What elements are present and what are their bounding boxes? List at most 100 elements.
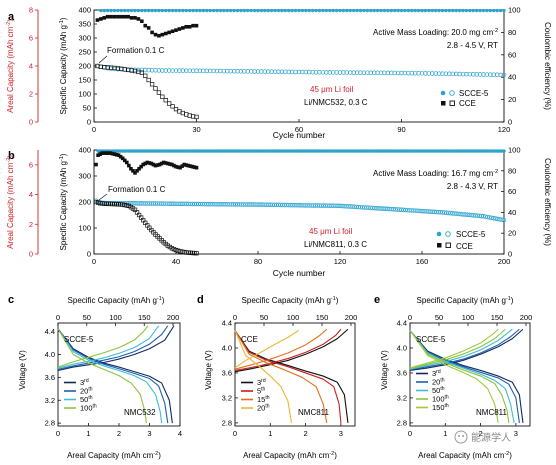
- y-areal-tick-label: 8: [29, 6, 33, 15]
- cce-capacity-point: [194, 114, 199, 120]
- panel-d-bottom-label: Areal Capacity (mAh cm-2): [243, 451, 337, 460]
- cce-efficiency-point: [182, 162, 186, 167]
- x-tick-label: 0: [92, 257, 96, 266]
- scce-efficiency-point: [485, 8, 489, 13]
- cce-capacity-point: [180, 110, 185, 116]
- specific-capacity-tick-label: 200: [167, 313, 180, 322]
- y-right-tick-label: 100: [508, 146, 521, 155]
- panel-a-ylabel-areal: Areal Capacity (mAh cm-2): [6, 19, 15, 113]
- scce-efficiency-point: [109, 8, 113, 13]
- scce-efficiency-point: [321, 8, 325, 13]
- specific-capacity-tick-label: 0: [56, 313, 60, 322]
- panel-b-formation-pointer: [98, 193, 108, 201]
- cce-efficiency-point: [116, 153, 121, 157]
- scce-efficiency-point: [389, 8, 393, 13]
- y-left-tick-label: 100: [78, 90, 91, 99]
- cce-efficiency-point: [159, 161, 164, 166]
- scce-capacity-point: [296, 69, 302, 75]
- scce-capacity-point: [272, 69, 278, 74]
- scce-capacity-point: [238, 69, 244, 74]
- y-left-tick-label: 200: [78, 62, 91, 71]
- cce-efficiency-point: [168, 162, 172, 166]
- areal-capacity-tick-label: 1: [443, 429, 447, 438]
- scce-capacity-point: [252, 69, 257, 74]
- y-left-tick-label: 150: [78, 76, 91, 85]
- scce-capacity-point: [382, 70, 387, 76]
- scce-capacity-point: [491, 72, 497, 77]
- scce-capacity-point: [221, 68, 227, 74]
- y-left-tick-label: 400: [78, 146, 91, 155]
- cce-efficiency-point: [102, 151, 107, 155]
- scce-efficiency-point: [372, 8, 376, 13]
- x-tick-label: 200: [498, 257, 511, 266]
- cce-efficiency-point: [135, 169, 139, 173]
- cce-efficiency-point: [184, 163, 189, 167]
- scce-capacity-point: [409, 70, 415, 76]
- cce-efficiency-point: [143, 161, 148, 166]
- legend-label: 50th: [432, 386, 445, 395]
- scce-capacity-point: [170, 68, 175, 73]
- panel-d-top-label: Specific Capacity (mAh g-1): [242, 296, 339, 305]
- scce-capacity-point: [487, 215, 492, 220]
- scce-efficiency-point: [454, 8, 458, 13]
- cce-efficiency-point: [174, 28, 178, 32]
- cce-efficiency-point: [186, 163, 191, 168]
- scce-efficiency-point: [382, 8, 387, 13]
- legend-cce-filled-marker: [437, 243, 442, 248]
- scce-capacity-point: [269, 69, 274, 74]
- cce-efficiency-point: [194, 165, 199, 170]
- scce-capacity-point: [204, 68, 210, 74]
- scce-capacity-point: [389, 70, 394, 76]
- voltage-tick-label: 3.2: [397, 393, 407, 402]
- panel-d-tag: CCE: [241, 335, 258, 344]
- panel-b-label: b: [8, 150, 15, 162]
- y-right-tick-label: 20: [508, 95, 516, 104]
- legend-label: 50th: [80, 395, 93, 404]
- scce-capacity-point: [156, 68, 162, 73]
- scce-efficiency-point: [488, 8, 493, 13]
- cce-efficiency-point: [119, 14, 124, 19]
- cce-efficiency-point: [149, 161, 154, 166]
- cce-efficiency-point: [114, 152, 119, 157]
- curve-3rd-discharge: [234, 330, 349, 423]
- voltage-tick-label: 2.8: [45, 419, 55, 428]
- scce-efficiency-point: [355, 8, 359, 13]
- scce-capacity-point: [499, 217, 505, 223]
- scce-capacity-point: [399, 70, 404, 76]
- panel-e-cathode: NMC811: [476, 408, 508, 417]
- curve-50th-discharge: [57, 328, 163, 424]
- voltage-tick-label: 4.4: [397, 319, 407, 328]
- scce-capacity-point: [310, 69, 315, 75]
- scce-capacity-point: [187, 68, 192, 73]
- scce-capacity-point: [283, 69, 288, 75]
- scce-efficiency-point: [232, 8, 236, 13]
- legend-label: 15th: [257, 395, 270, 404]
- panel-e-frame: [409, 322, 531, 427]
- legend-label: 3rd: [257, 378, 266, 387]
- y-areal-tick-label: 2: [29, 220, 33, 229]
- panel-a-window: 2.8 - 4.5 V, RT: [447, 41, 498, 50]
- cce-capacity-point: [177, 109, 182, 114]
- scce-efficiency-point: [437, 8, 441, 13]
- scce-efficiency-point: [423, 8, 428, 13]
- scce-efficiency-point: [451, 8, 455, 13]
- panel-c-cathode: NMC532: [124, 408, 156, 417]
- scce-capacity-point: [173, 68, 179, 73]
- scce-capacity-point: [143, 67, 148, 73]
- y-right-tick-label: 60: [508, 50, 516, 59]
- panel-a-cell: Li/NMC532, 0.3 C: [304, 98, 368, 107]
- scce-efficiency-point: [474, 8, 479, 13]
- cce-capacity-point: [146, 77, 151, 83]
- cce-capacity-point: [139, 70, 144, 75]
- curve-15th-discharge: [234, 330, 328, 423]
- panel-d: d Specific Capacity (mAh g-1) Areal Capa…: [197, 294, 357, 460]
- cce-efficiency-point: [174, 164, 178, 169]
- areal-capacity-tick-label: 3: [514, 429, 518, 438]
- scce-capacity-point: [368, 70, 374, 75]
- specific-capacity-tick-label: 0: [408, 313, 412, 322]
- cce-capacity-point: [194, 251, 199, 256]
- voltage-tick-label: 3.6: [45, 373, 55, 382]
- scce-capacity-point: [430, 71, 435, 76]
